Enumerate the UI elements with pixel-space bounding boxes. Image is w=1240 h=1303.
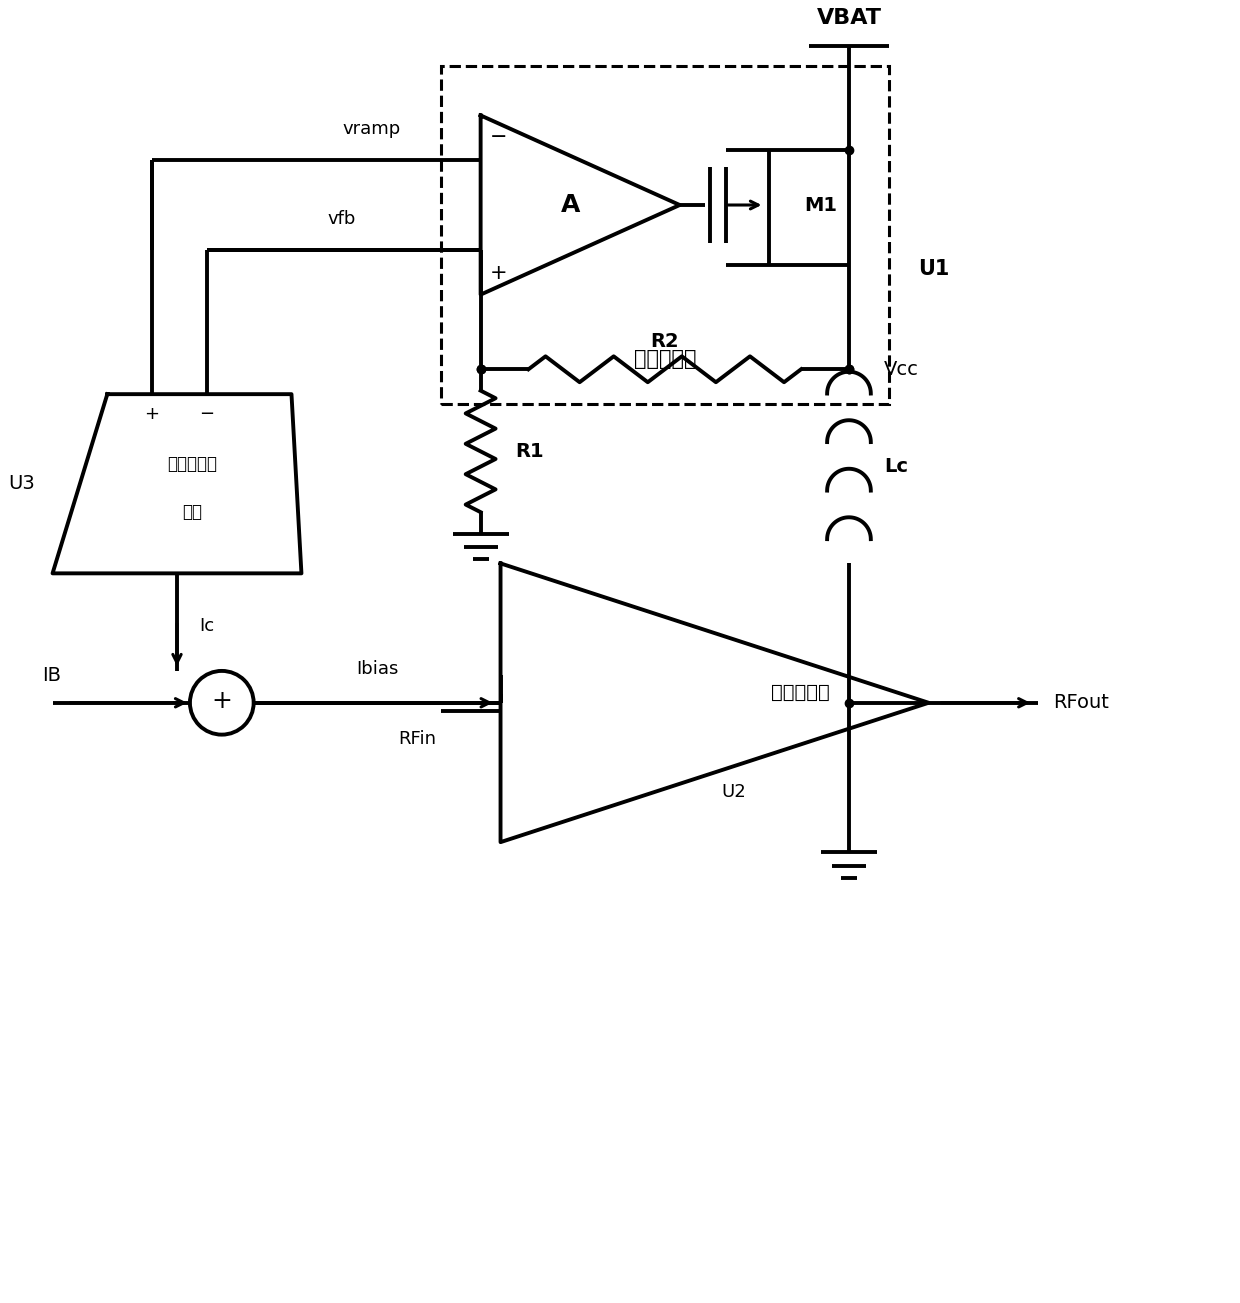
Bar (440, 65, 889, 404)
Text: M1: M1 (805, 195, 837, 215)
Text: Ibias: Ibias (356, 659, 398, 678)
Text: 电压电流转: 电压电流转 (167, 455, 217, 473)
Text: +: + (211, 689, 232, 713)
Text: 功率放大器: 功率放大器 (771, 683, 830, 702)
Text: vramp: vramp (342, 120, 401, 138)
Text: −: − (200, 405, 215, 423)
Text: 换器: 换器 (182, 503, 202, 521)
Text: RFin: RFin (398, 730, 435, 748)
Text: Vcc: Vcc (884, 360, 919, 379)
Text: A: A (560, 193, 580, 218)
Text: VBAT: VBAT (816, 8, 882, 27)
Text: 线性稳压器: 线性稳压器 (634, 349, 696, 369)
Text: IB: IB (42, 666, 62, 685)
Text: U3: U3 (7, 474, 35, 494)
Text: R2: R2 (651, 332, 680, 351)
Text: R1: R1 (516, 442, 544, 461)
Text: U2: U2 (722, 783, 746, 801)
Text: RFout: RFout (1053, 693, 1109, 713)
Text: +: + (490, 263, 507, 283)
Text: vfb: vfb (327, 210, 356, 228)
Text: Ic: Ic (198, 618, 215, 635)
Text: Lc: Lc (884, 457, 908, 476)
Text: −: − (490, 128, 507, 147)
Text: U1: U1 (918, 259, 950, 279)
Text: +: + (145, 405, 160, 423)
